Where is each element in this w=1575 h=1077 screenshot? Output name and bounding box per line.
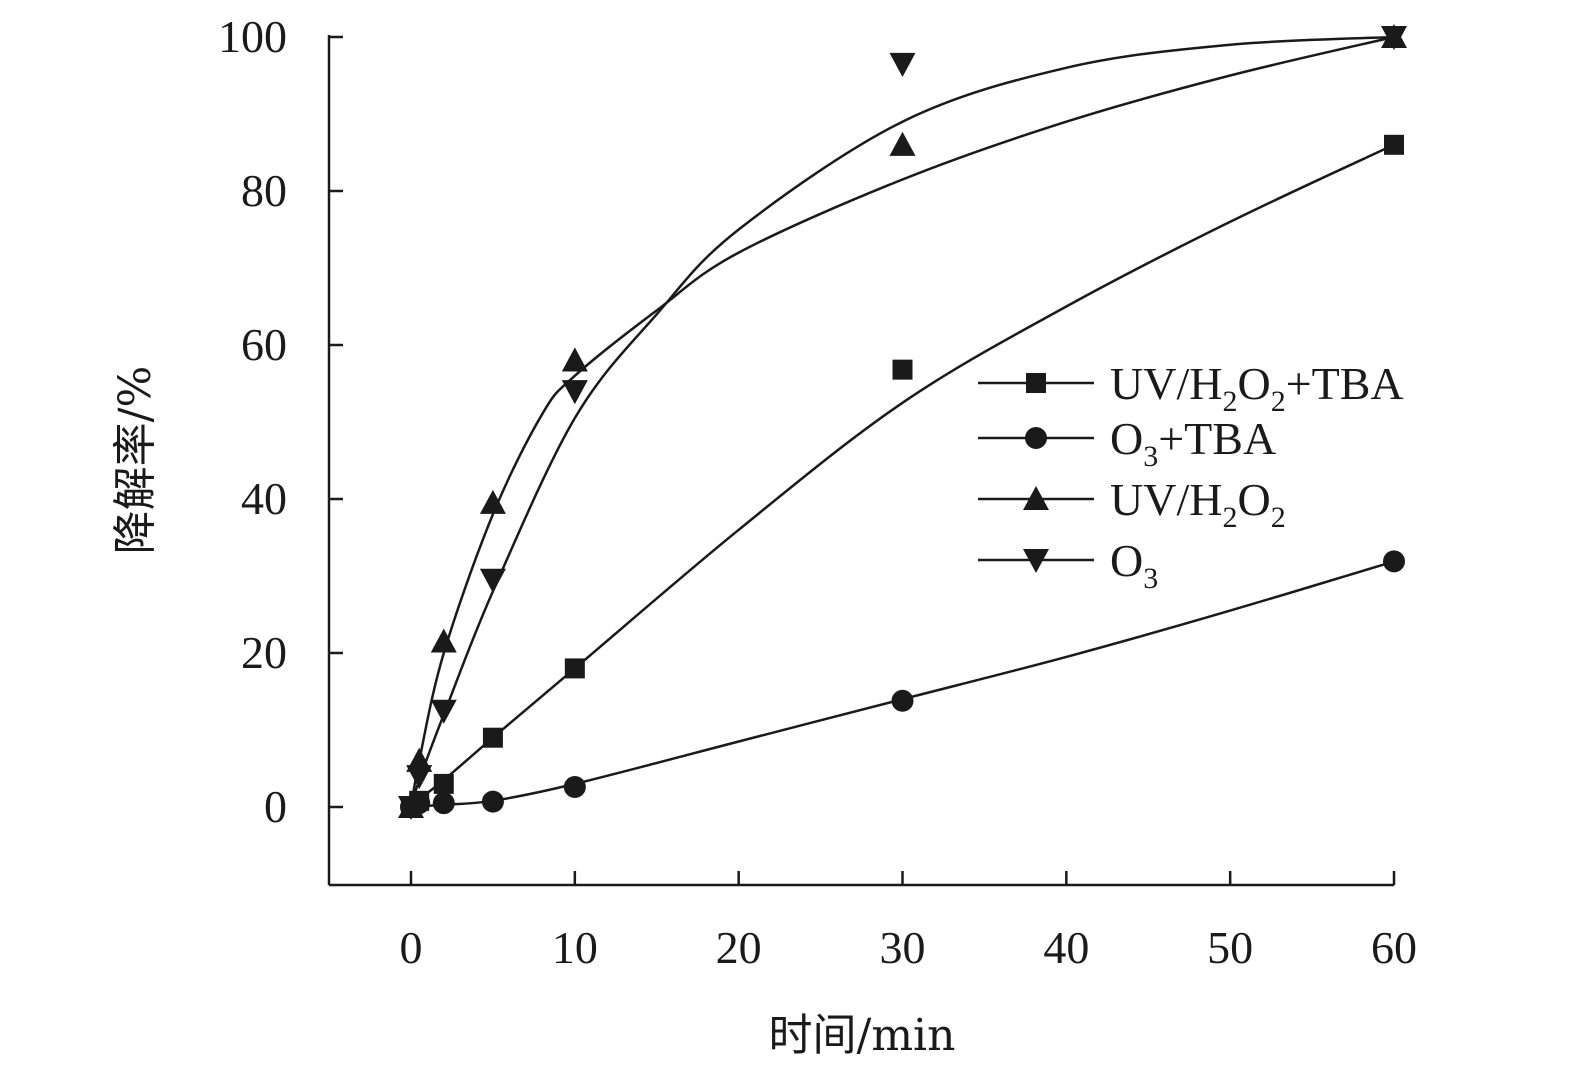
y-tick-label: 60 xyxy=(241,319,287,370)
data-point-0-3 xyxy=(482,727,503,748)
x-tick-label: 40 xyxy=(1043,922,1089,973)
x-tick-label: 30 xyxy=(880,922,926,973)
legend-marker-1 xyxy=(1025,427,1047,449)
x-tick-label: 20 xyxy=(716,922,762,973)
legend-label-2: UV/H2O2 xyxy=(1110,474,1286,534)
data-point-2-4 xyxy=(561,347,588,372)
x-tick-label: 0 xyxy=(400,922,423,973)
legend-marker-2 xyxy=(1023,486,1049,511)
legend-marker-0 xyxy=(1026,373,1046,393)
y-tick-label: 0 xyxy=(264,781,287,832)
fit-curve-1 xyxy=(410,560,1395,809)
x-tick-label: 60 xyxy=(1371,922,1417,973)
data-point-1-6 xyxy=(1383,550,1405,573)
data-point-0-4 xyxy=(564,658,585,679)
data-point-1-3 xyxy=(481,790,504,813)
legend-label-0: UV/H2O2+TBA xyxy=(1110,358,1404,418)
y-tick-label: 40 xyxy=(241,473,287,524)
data-point-0-2 xyxy=(433,773,454,794)
data-markers xyxy=(398,24,1407,820)
data-point-3-1 xyxy=(406,765,433,790)
data-point-1-2 xyxy=(432,792,455,815)
data-point-1-5 xyxy=(891,689,914,712)
data-point-3-5 xyxy=(889,52,916,77)
axes: 0 20 40 60 80 100 0 10 20 30 40 50 60 xyxy=(218,11,1417,973)
data-point-3-3 xyxy=(479,568,506,593)
data-point-2-5 xyxy=(889,131,916,156)
y-axis-label: 降解率/% xyxy=(110,366,161,555)
data-point-3-0 xyxy=(398,795,424,820)
x-tick-label: 10 xyxy=(552,922,598,973)
y-tick-label: 20 xyxy=(241,627,287,678)
legend-marker-3 xyxy=(1023,548,1049,573)
legend-label-3: O3 xyxy=(1110,535,1158,595)
data-point-0-6 xyxy=(1384,134,1404,155)
data-point-1-4 xyxy=(563,775,586,798)
data-point-3-4 xyxy=(561,380,588,405)
legend-label-1: O3+TBA xyxy=(1110,413,1276,473)
data-point-2-3 xyxy=(479,489,506,514)
data-point-2-2 xyxy=(430,628,457,653)
x-axis-label: 时间/min xyxy=(769,1010,956,1061)
y-tick-label: 100 xyxy=(218,11,287,62)
data-point-3-6 xyxy=(1381,25,1407,50)
y-tick-label: 80 xyxy=(241,165,287,216)
data-point-3-2 xyxy=(430,699,457,724)
data-point-0-5 xyxy=(892,359,913,380)
x-tick-label: 50 xyxy=(1207,922,1253,973)
